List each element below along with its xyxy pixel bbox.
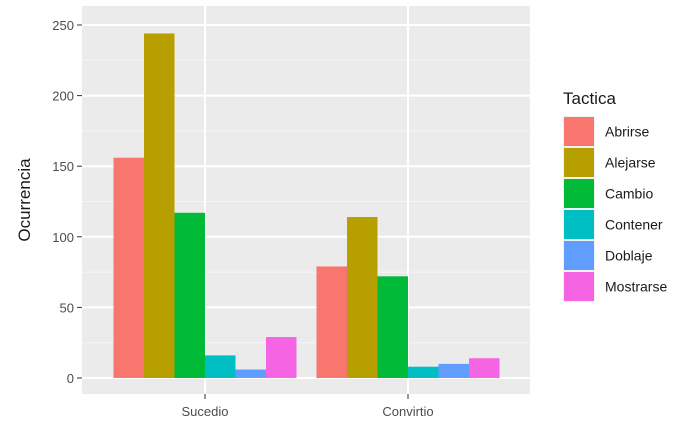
legend-key-contener (564, 210, 594, 239)
legend: Tactica Abrirse Alejarse Cambio Contener Dob… (563, 89, 667, 302)
bar-alejarse-sucedio (144, 33, 175, 379)
bar-contener-convirtio (408, 366, 439, 378)
y-tick-label: 0 (67, 371, 74, 386)
legend-key-cambio (564, 179, 594, 208)
y-tick-label: 250 (52, 18, 74, 33)
bar-cambio-convirtio (377, 276, 408, 378)
legend-key-alejarse (564, 148, 594, 177)
legend-key-doblaje (564, 241, 594, 270)
bar-alejarse-convirtio (347, 217, 378, 378)
bar-mostrarse-convirtio (469, 358, 500, 378)
legend-label-alejarse: Alejarse (605, 155, 656, 171)
bar-abrirse-convirtio (316, 266, 347, 378)
y-tick-label: 150 (52, 159, 74, 174)
x-tick-label: Sucedio (182, 404, 229, 419)
legend-label-contener: Contener (605, 217, 663, 233)
bars (113, 33, 500, 379)
x-tick-label: Convirtio (382, 404, 433, 419)
legend-key-mostrarse (564, 272, 594, 301)
y-axis: 0 50 100 150 200 250 (52, 18, 82, 386)
y-axis-title: Ocurrencia (15, 158, 34, 242)
y-tick-label: 50 (60, 300, 74, 315)
bar-abrirse-sucedio (113, 157, 144, 378)
bar-doblaje-convirtio (438, 363, 469, 378)
legend-label-mostrarse: Mostrarse (605, 279, 667, 295)
legend-label-abrirse: Abrirse (605, 124, 650, 140)
legend-title: Tactica (563, 89, 616, 108)
y-tick-label: 200 (52, 89, 74, 104)
legend-label-cambio: Cambio (605, 186, 653, 202)
x-axis: Sucedio Convirtio (182, 394, 434, 419)
legend-key-abrirse (564, 117, 594, 146)
y-tick-label: 100 (52, 230, 74, 245)
bar-cambio-sucedio (174, 212, 205, 378)
bar-mostrarse-sucedio (266, 337, 297, 378)
bar-doblaje-sucedio (235, 369, 266, 378)
legend-label-doblaje: Doblaje (605, 248, 653, 264)
bar-contener-sucedio (205, 355, 236, 378)
